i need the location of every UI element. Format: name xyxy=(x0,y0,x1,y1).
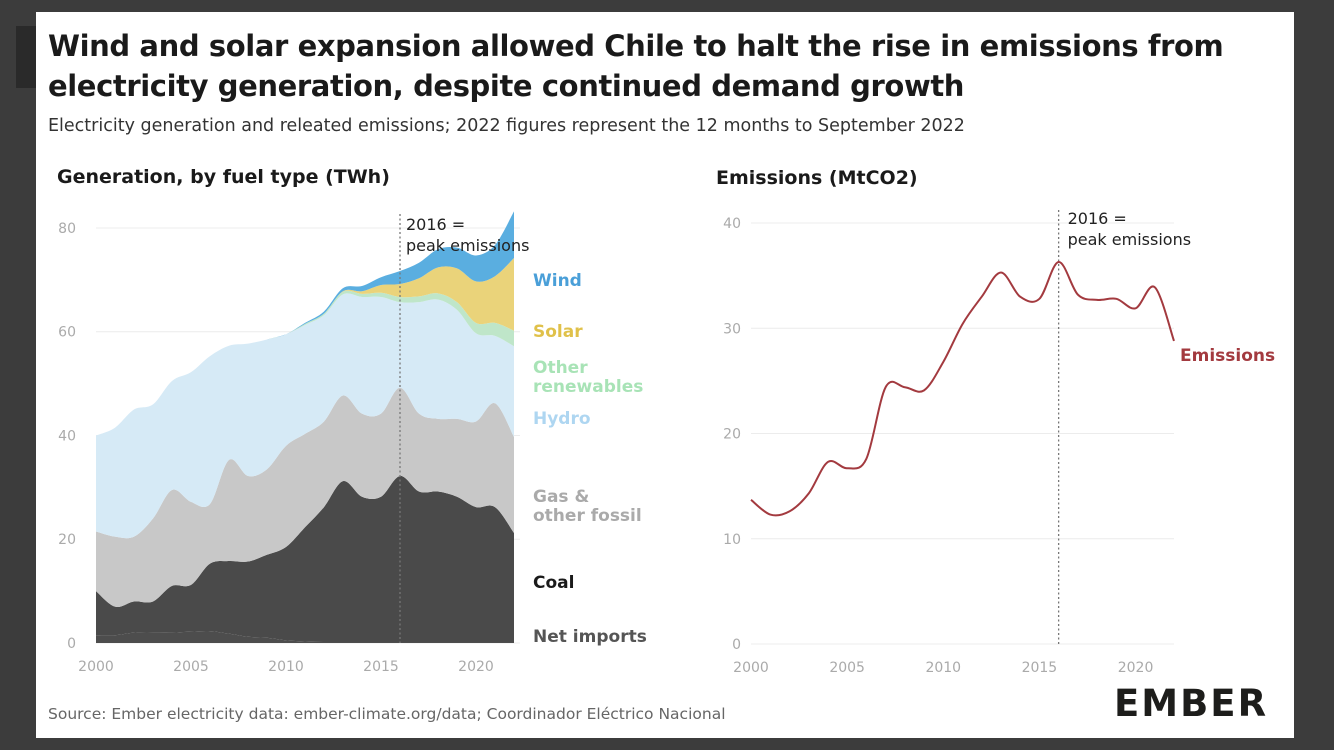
chart-card: Wind and solar expansion allowed Chile t… xyxy=(36,12,1294,738)
area-gas_other_fossil xyxy=(96,387,514,607)
y-tick-label: 0 xyxy=(732,637,741,653)
y-tick-label: 10 xyxy=(723,532,741,548)
x-tick-label: 2015 xyxy=(363,659,399,675)
emissions-line xyxy=(750,260,1175,517)
emissions-line-chart: 0 10 20 30 40 2000 2005 2010 2015 2020 2016 = peak … xyxy=(723,209,1275,676)
ember-logo: EMBER xyxy=(1114,682,1269,725)
y-tick-label: 30 xyxy=(723,321,741,337)
series-label-wind: Wind xyxy=(533,271,582,291)
y-tick-label: 60 xyxy=(58,325,76,341)
x-tick-label: 2005 xyxy=(173,659,209,675)
x-tick-label: 2005 xyxy=(829,660,865,676)
peak-annotation: 2016 = xyxy=(406,215,465,234)
area-net_imports xyxy=(96,630,514,643)
area-coal xyxy=(96,475,514,643)
y-tick-label: 20 xyxy=(723,427,741,443)
series-label-emissions: Emissions xyxy=(1180,346,1275,366)
area-hydro xyxy=(96,293,514,539)
series-label-other_renewables: Other renewables xyxy=(533,358,643,397)
y-tick-label: 0 xyxy=(67,636,76,652)
x-tick-label: 2020 xyxy=(458,659,494,675)
emissions-panel-title: Emissions (MtCO2) xyxy=(716,167,918,189)
x-tick-label: 2010 xyxy=(268,659,304,675)
series-label-gas_other_fossil: Gas & other fossil xyxy=(533,487,642,526)
generation-panel-title: Generation, by fuel type (TWh) xyxy=(57,166,390,188)
x-tick-label: 2000 xyxy=(78,659,114,675)
y-tick-label: 80 xyxy=(58,221,76,237)
series-label-hydro: Hydro xyxy=(533,409,591,429)
source-note: Source: Ember electricity data: ember-cl… xyxy=(48,705,726,723)
series-label-net_imports: Net imports xyxy=(533,627,647,647)
chart-title: Wind and solar expansion allowed Chile t… xyxy=(48,29,1224,103)
series-label-coal: Coal xyxy=(533,573,574,593)
x-tick-label: 2000 xyxy=(733,660,769,676)
series-label-solar: Solar xyxy=(533,322,583,342)
x-tick-label: 2020 xyxy=(1118,660,1154,676)
y-tick-label: 40 xyxy=(723,216,741,232)
peak-annotation: peak emissions xyxy=(1068,230,1191,249)
x-tick-label: 2015 xyxy=(1022,660,1058,676)
x-tick-label: 2010 xyxy=(925,660,961,676)
area-wind xyxy=(96,211,514,436)
peak-annotation: 2016 = xyxy=(1068,209,1127,228)
peak-annotation: peak emissions xyxy=(406,236,529,255)
chart-subtitle: Electricity generation and releated emis… xyxy=(48,116,965,136)
y-tick-label: 40 xyxy=(58,428,76,444)
generation-area-chart: 0 20 40 60 80 2000 2005 2010 2015 2020 2016 = peak … xyxy=(58,211,647,675)
y-tick-label: 20 xyxy=(58,532,76,548)
